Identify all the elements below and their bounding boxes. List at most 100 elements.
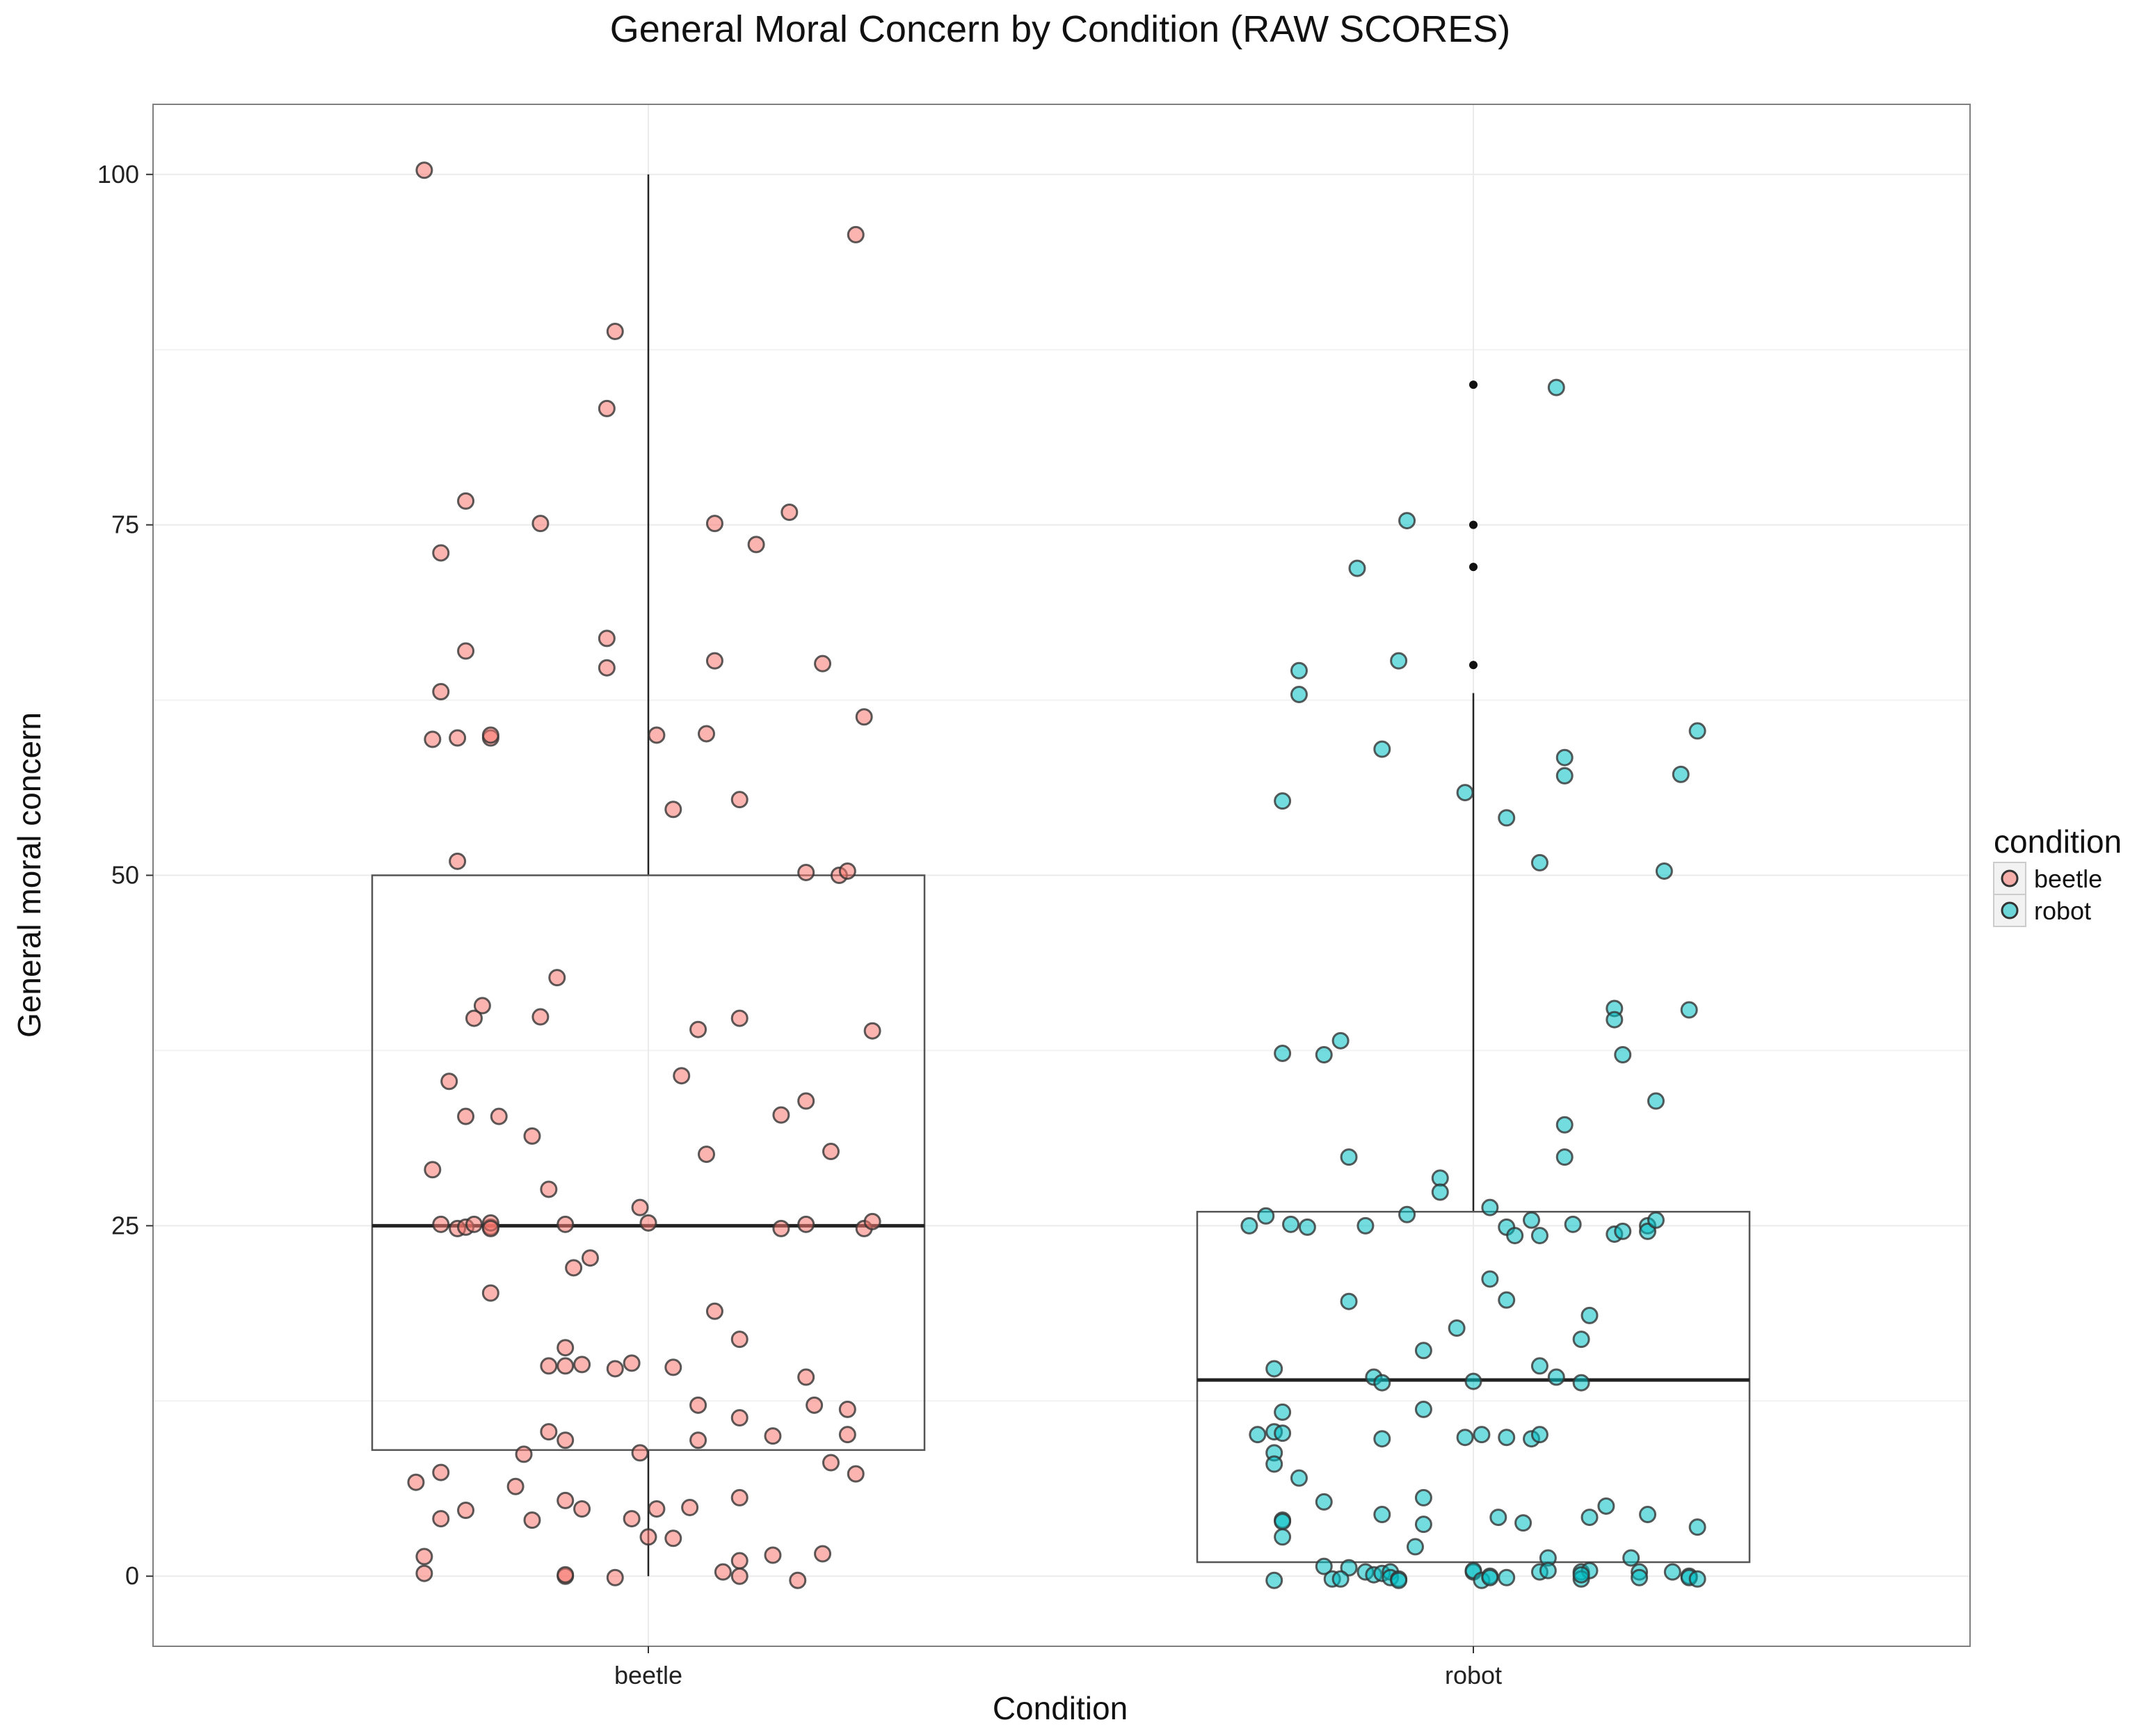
data-point-beetle — [730, 1408, 749, 1426]
data-point-beetle — [481, 726, 499, 744]
data-point-robot — [1680, 1001, 1698, 1019]
data-point-robot — [1506, 1226, 1524, 1244]
data-point-beetle — [540, 1357, 558, 1375]
data-point-robot — [1498, 1429, 1516, 1447]
data-point-robot — [1530, 1426, 1548, 1444]
legend-title: condition — [1994, 823, 2122, 860]
data-point-beetle — [481, 1284, 499, 1302]
data-point-beetle — [573, 1356, 591, 1374]
data-point-robot — [1663, 1563, 1681, 1581]
data-point-robot — [1639, 1506, 1657, 1524]
data-point-robot — [1298, 1218, 1316, 1236]
series-beetle — [407, 161, 881, 1589]
data-point-beetle — [481, 1219, 499, 1237]
data-point-beetle — [581, 1249, 599, 1267]
y-tick-label: 100 — [97, 160, 139, 188]
data-point-robot — [1481, 1568, 1499, 1586]
y-tick-label: 50 — [111, 861, 139, 890]
data-point-robot — [1414, 1400, 1432, 1418]
data-point-robot — [1631, 1568, 1649, 1586]
data-points — [407, 161, 1706, 1589]
data-point-beetle — [764, 1546, 782, 1564]
outlier-point — [1469, 563, 1478, 572]
data-point-beetle — [432, 544, 450, 562]
data-point-robot — [1414, 1342, 1432, 1360]
data-point-robot — [1448, 1319, 1466, 1337]
data-point-robot — [1290, 686, 1308, 704]
data-point-beetle — [606, 1568, 624, 1586]
legend-label: beetle — [2034, 865, 2102, 893]
data-point-robot — [1530, 853, 1548, 871]
data-point-beetle — [764, 1427, 782, 1445]
data-point-beetle — [424, 730, 442, 748]
data-point-robot — [1539, 1561, 1557, 1580]
data-point-robot — [1481, 1198, 1499, 1216]
data-point-beetle — [557, 1491, 575, 1509]
series-robot — [1240, 378, 1706, 1589]
data-point-beetle — [598, 659, 616, 677]
data-point-robot — [1390, 1571, 1408, 1589]
data-point-robot — [1647, 1092, 1665, 1110]
data-point-beetle — [747, 536, 765, 554]
data-point-beetle — [631, 1198, 649, 1216]
data-point-robot — [1530, 1357, 1548, 1375]
y-tick-label: 25 — [111, 1211, 139, 1239]
data-point-robot — [1555, 1116, 1574, 1134]
y-axis-title: General moral concern — [11, 712, 47, 1038]
legend: condition beetle robot — [1993, 823, 2122, 927]
data-point-beetle — [797, 863, 815, 881]
data-point-robot — [1249, 1426, 1267, 1444]
data-point-robot — [1555, 766, 1574, 785]
data-point-robot — [1547, 1368, 1565, 1386]
x-tick-label: beetle — [614, 1661, 682, 1689]
data-point-robot — [1398, 512, 1416, 530]
data-point-robot — [1456, 1429, 1474, 1447]
data-point-beetle — [440, 1072, 458, 1091]
legend-marker — [2001, 901, 2019, 919]
data-point-beetle — [730, 791, 749, 809]
data-point-robot — [1282, 1215, 1300, 1233]
data-point-robot — [1431, 1183, 1449, 1201]
data-point-beetle — [598, 629, 616, 648]
data-point-robot — [1614, 1222, 1632, 1240]
data-point-beetle — [730, 1552, 749, 1570]
data-point-robot — [1414, 1516, 1432, 1534]
data-point-robot — [1356, 1216, 1375, 1235]
data-point-beetle — [557, 1431, 575, 1449]
data-point-beetle — [565, 1259, 583, 1277]
data-point-robot — [1464, 1372, 1482, 1390]
legend-label: robot — [2034, 897, 2091, 925]
data-point-robot — [1489, 1509, 1507, 1527]
axes: 0 25 50 75 100 beetle robot — [97, 104, 1971, 1689]
data-point-beetle — [681, 1498, 699, 1516]
outlier-point — [1469, 380, 1478, 389]
data-point-robot — [1274, 1403, 1292, 1421]
data-point-beetle — [540, 1423, 558, 1441]
data-point-beetle — [705, 652, 723, 670]
data-point-robot — [1373, 1506, 1391, 1524]
data-point-beetle — [606, 323, 624, 341]
data-point-beetle — [415, 1564, 433, 1582]
data-point-robot — [1390, 652, 1408, 670]
data-point-beetle — [598, 399, 616, 417]
y-tick-label: 0 — [125, 1561, 139, 1590]
data-point-beetle — [730, 1488, 749, 1506]
data-point-beetle — [838, 1426, 856, 1444]
data-point-robot — [1523, 1211, 1541, 1229]
x-tick-label: robot — [1445, 1661, 1502, 1689]
data-point-beetle — [457, 1107, 475, 1125]
data-point-beetle — [689, 1020, 707, 1038]
data-point-robot — [1340, 1292, 1358, 1310]
data-point-robot — [1373, 1374, 1391, 1392]
data-point-beetle — [855, 708, 873, 726]
box-iqr — [371, 874, 926, 1452]
data-point-beetle — [623, 1354, 641, 1372]
data-point-beetle — [847, 1465, 865, 1483]
data-point-beetle — [473, 997, 491, 1015]
data-point-beetle — [540, 1180, 558, 1198]
data-point-robot — [1597, 1497, 1615, 1515]
data-point-beetle — [531, 1008, 550, 1026]
data-point-robot — [1290, 661, 1308, 680]
legend-items: beetle robot — [1993, 862, 2102, 927]
